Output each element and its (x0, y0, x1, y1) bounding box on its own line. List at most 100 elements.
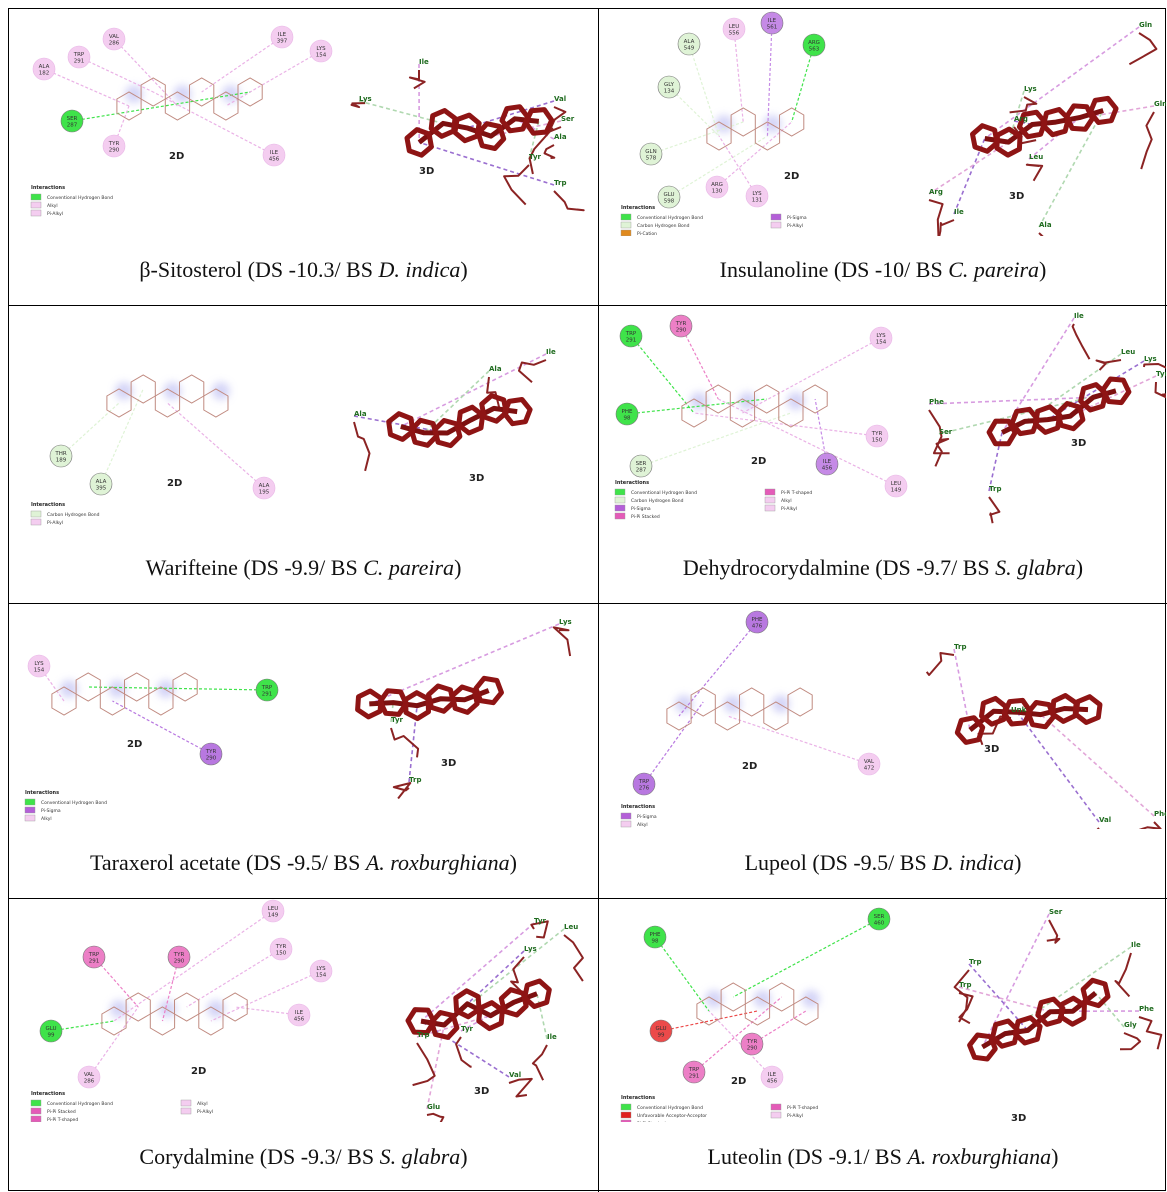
residue-name: GLU (45, 1026, 56, 1032)
legend-swatch (615, 497, 625, 503)
residue-3d-label: Val (509, 1071, 521, 1079)
residue-name: ARG (711, 182, 723, 188)
legend-swatch (31, 1100, 41, 1106)
residue-name: TRP (688, 1067, 700, 1073)
legend-label: Conventional Hydrogen Bond (637, 215, 703, 221)
glow (787, 392, 805, 410)
interaction-figure: PHE98SER460GLU99TRP291TYR290ILE4562DInte… (599, 899, 1166, 1122)
residue-number: 598 (664, 199, 675, 205)
residue-3d-label: Gly (1124, 1021, 1137, 1029)
legend-swatch (621, 1104, 631, 1110)
residue-stick (989, 497, 999, 523)
legend-label: Alkyl (781, 498, 792, 504)
ring-2d (803, 385, 827, 413)
ring-2d (173, 673, 197, 701)
residue-name: TYR (108, 141, 120, 147)
residue-stick (394, 783, 411, 799)
interaction-3d (1017, 712, 1099, 822)
legend-label: Carbon Hydrogen Bond (637, 223, 690, 229)
legend-title: Interactions (31, 1091, 65, 1097)
interaction-3d (959, 987, 1050, 1012)
caption-suffix: ) (460, 257, 467, 282)
caption-species: A. roxburghiana (366, 850, 510, 875)
residue-number: 456 (767, 1079, 778, 1085)
residue-stick (1156, 382, 1167, 398)
label-2d: 2D (169, 151, 184, 162)
residue-stick (354, 422, 370, 471)
interaction-line (661, 1011, 757, 1031)
residue-name: ILE (768, 1072, 777, 1078)
legend-label: Pi-Pi Stacked (631, 514, 660, 520)
residue-3d-label: Gln (1154, 100, 1166, 108)
caption-species: A. roxburghiana (907, 1144, 1051, 1169)
label-3d: 3D (469, 473, 484, 484)
caption-species: S. glabra (380, 1144, 461, 1169)
legend-swatch (621, 813, 631, 819)
residue-name: LEU (891, 481, 902, 487)
glow (110, 1000, 128, 1018)
caption: Warifteine (DS -9.9/ BS C. pareira) (9, 533, 598, 603)
panel: ALA549LEU556ILE561ARG563GLY134GLN578GLU5… (599, 9, 1167, 306)
residue-stick (533, 1045, 547, 1080)
glow (763, 115, 781, 133)
residue-number: 290 (109, 148, 120, 154)
residue-stick (519, 360, 546, 382)
residue-3d-label: Lys (559, 618, 572, 626)
legend-swatch (615, 489, 625, 495)
residue-name: ILE (768, 18, 777, 24)
residue-stick (1120, 1033, 1140, 1049)
residue-3d-label: Ile (1131, 941, 1141, 949)
residue-number: 150 (872, 438, 883, 444)
residue-name: TYR (173, 952, 185, 958)
residue-stick (927, 653, 954, 675)
residue-number: 290 (747, 1046, 758, 1052)
caption-prefix: Taraxerol acetate (DS -9.5/ BS (90, 850, 366, 875)
residue-name: ILE (270, 150, 279, 156)
interaction-line (733, 919, 879, 997)
residue-number: 99 (48, 1033, 55, 1039)
ring-2d (788, 688, 812, 716)
ring-2d (780, 108, 804, 136)
residue-number: 130 (712, 189, 723, 195)
residue-stick (1115, 953, 1131, 996)
residue-number: 149 (268, 913, 279, 919)
residue-3d-label: Ala (554, 133, 567, 141)
legend-label: Alkyl (197, 1101, 208, 1107)
residue-stick (554, 191, 584, 210)
legend-swatch (25, 815, 35, 821)
residue-3d-label: Phe (929, 398, 944, 406)
legend-swatch (25, 799, 35, 805)
legend-label: Pi-Sigma (631, 506, 651, 512)
residue-number: 291 (74, 59, 85, 65)
glow (802, 990, 820, 1008)
legend-swatch (31, 210, 41, 216)
interaction-line (644, 702, 703, 784)
residue-number: 276 (639, 786, 650, 792)
caption-suffix: ) (1014, 850, 1021, 875)
residue-name: ALA (96, 479, 107, 485)
caption-prefix: β-Sitosterol (DS -10.3/ BS (139, 257, 378, 282)
residue-number: 395 (96, 486, 107, 492)
ring-2d (740, 688, 764, 716)
caption-prefix: Warifteine (DS -9.9/ BS (146, 555, 364, 580)
interaction-3d (401, 354, 546, 427)
residue-number: 150 (276, 951, 287, 957)
legend-label: Carbon Hydrogen Bond (631, 498, 684, 504)
residue-name: TYR (275, 944, 287, 950)
residue-number: 149 (891, 488, 902, 494)
legend-swatch (621, 821, 631, 827)
residue-3d-label: Arg (1014, 115, 1028, 123)
legend-label: Conventional Hydrogen Bond (47, 195, 113, 201)
ring-2d (131, 375, 155, 403)
interaction-line (89, 1007, 138, 1077)
label-3d: 3D (474, 1086, 489, 1097)
legend-label: Alkyl (41, 816, 52, 822)
legend-title: Interactions (621, 804, 655, 810)
residue-stick (456, 1037, 472, 1067)
caption-suffix: ) (454, 555, 461, 580)
residue-3d-label: Glu (427, 1103, 440, 1111)
interaction-figure: PHE476TRP276VAL4722DInteractionsPi-Sigma… (599, 604, 1166, 829)
residue-name: PHE (752, 617, 763, 623)
residue-name: PHE (650, 932, 661, 938)
residue-3d-label: Trp (959, 981, 971, 989)
